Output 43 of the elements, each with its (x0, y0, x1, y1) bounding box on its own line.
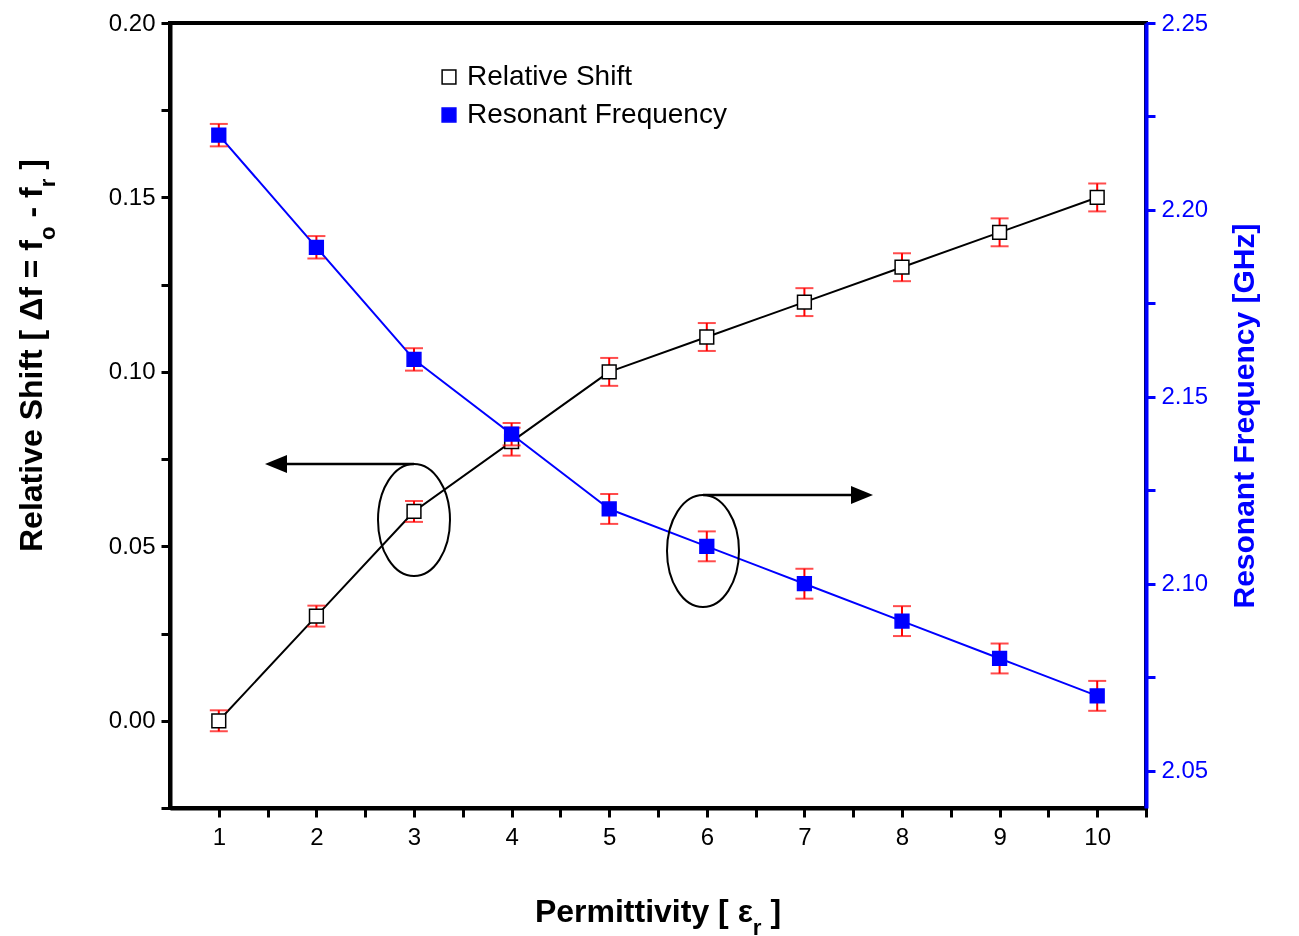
x-tick-label: 6 (700, 822, 714, 850)
point (796, 294, 813, 310)
point (699, 538, 715, 554)
point (601, 364, 617, 380)
y2-tick-label: 2.25 (1161, 8, 1209, 36)
x-tick-label: 4 (505, 822, 519, 850)
point (1089, 189, 1105, 206)
point (406, 351, 422, 368)
y2-axis-title: Resonant Frequency [GHz] (1227, 223, 1261, 609)
legend-label: Resonant Frequency (467, 98, 727, 129)
y2-tick-label: 2.10 (1161, 569, 1209, 597)
point (699, 329, 715, 345)
y2-tick-label: 2.15 (1161, 382, 1209, 410)
x-tick-label: 2 (310, 822, 324, 850)
y2-tick-label: 2.05 (1161, 756, 1209, 784)
point (991, 224, 1008, 240)
x-tick-label: 8 (895, 822, 910, 850)
point (211, 713, 227, 729)
point (796, 576, 813, 592)
y-tick-label: 0.20 (108, 8, 156, 36)
legend-label: Relative Shift (467, 60, 633, 91)
point (894, 259, 910, 275)
point (894, 613, 910, 629)
x-tick-label: 10 (1084, 822, 1112, 850)
point (211, 127, 227, 143)
point (991, 650, 1008, 667)
point (308, 608, 325, 624)
x-tick-label: 5 (603, 822, 617, 850)
y-tick-label: 0.05 (108, 531, 156, 559)
y-tick-label: 0.10 (108, 357, 156, 385)
point (601, 501, 617, 517)
x-tick-label: 7 (798, 822, 812, 850)
point (308, 239, 325, 255)
x-axis-title: Permittivity [ ε$_{r}$ ] (534, 893, 782, 936)
point (503, 426, 520, 442)
point (406, 503, 422, 520)
y2-tick-label: 2.20 (1161, 195, 1209, 223)
x-tick-label: 1 (212, 822, 226, 850)
x-tick-label: 9 (993, 822, 1007, 850)
x-tick-label: 3 (407, 822, 422, 850)
y-tick-label: 0.00 (108, 706, 156, 734)
point (1089, 688, 1105, 704)
y-tick-label: 0.15 (108, 182, 156, 210)
